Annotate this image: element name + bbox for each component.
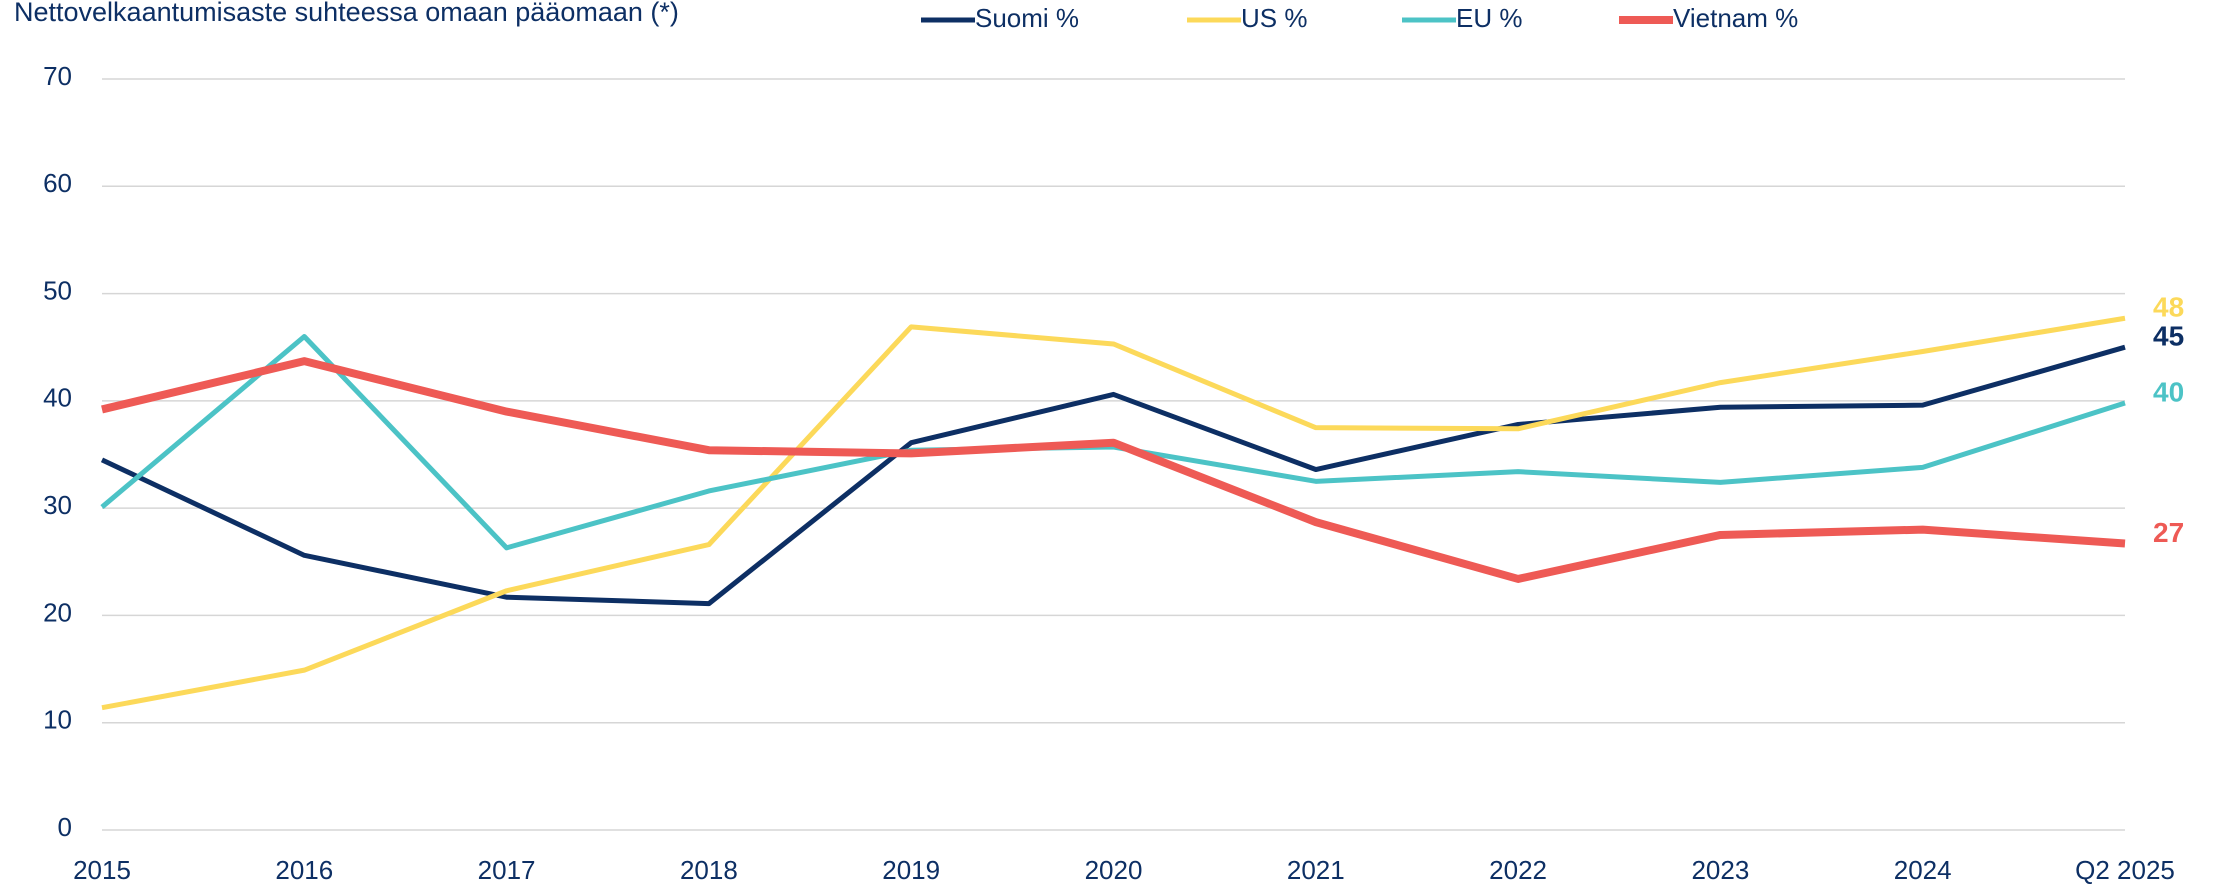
x-tick-label: 2016 xyxy=(275,855,333,885)
y-tick-label: 60 xyxy=(43,168,72,198)
value-label: 48 xyxy=(2153,292,2184,323)
series-line xyxy=(101,315,2126,711)
x-tick-label: 2023 xyxy=(1691,855,1749,885)
value-label: 27 xyxy=(2153,517,2184,548)
x-tick-label: 2024 xyxy=(1894,855,1952,885)
chart-title: Nettovelkaantumisaste suhteessa omaan pä… xyxy=(14,0,679,27)
x-tick-label: 2015 xyxy=(73,855,131,885)
x-tick-label: 2021 xyxy=(1287,855,1345,885)
y-tick-label: 70 xyxy=(43,61,72,91)
series-line xyxy=(100,344,2126,607)
legend-label: US % xyxy=(1241,3,1307,33)
legend-label: Vietnam % xyxy=(1673,3,1798,33)
x-tick-label: 2017 xyxy=(478,855,536,885)
value-label: 45 xyxy=(2153,321,2184,352)
y-tick-label: 10 xyxy=(43,705,72,735)
x-tick-label: 2018 xyxy=(680,855,738,885)
legend-label: EU % xyxy=(1456,3,1522,33)
x-tick-label: Q2 2025 xyxy=(2075,855,2175,885)
y-tick-label: 50 xyxy=(43,275,72,305)
value-label: 40 xyxy=(2153,376,2184,407)
y-tick-label: 40 xyxy=(43,383,72,413)
y-tick-label: 20 xyxy=(43,597,72,627)
y-tick-label: 30 xyxy=(43,490,72,520)
y-tick-label: 0 xyxy=(58,812,72,842)
series-line xyxy=(101,357,2126,583)
legend-label: Suomi % xyxy=(975,3,1079,33)
x-tick-label: 2020 xyxy=(1085,855,1143,885)
x-tick-label: 2019 xyxy=(882,855,940,885)
x-tick-label: 2022 xyxy=(1489,855,1547,885)
